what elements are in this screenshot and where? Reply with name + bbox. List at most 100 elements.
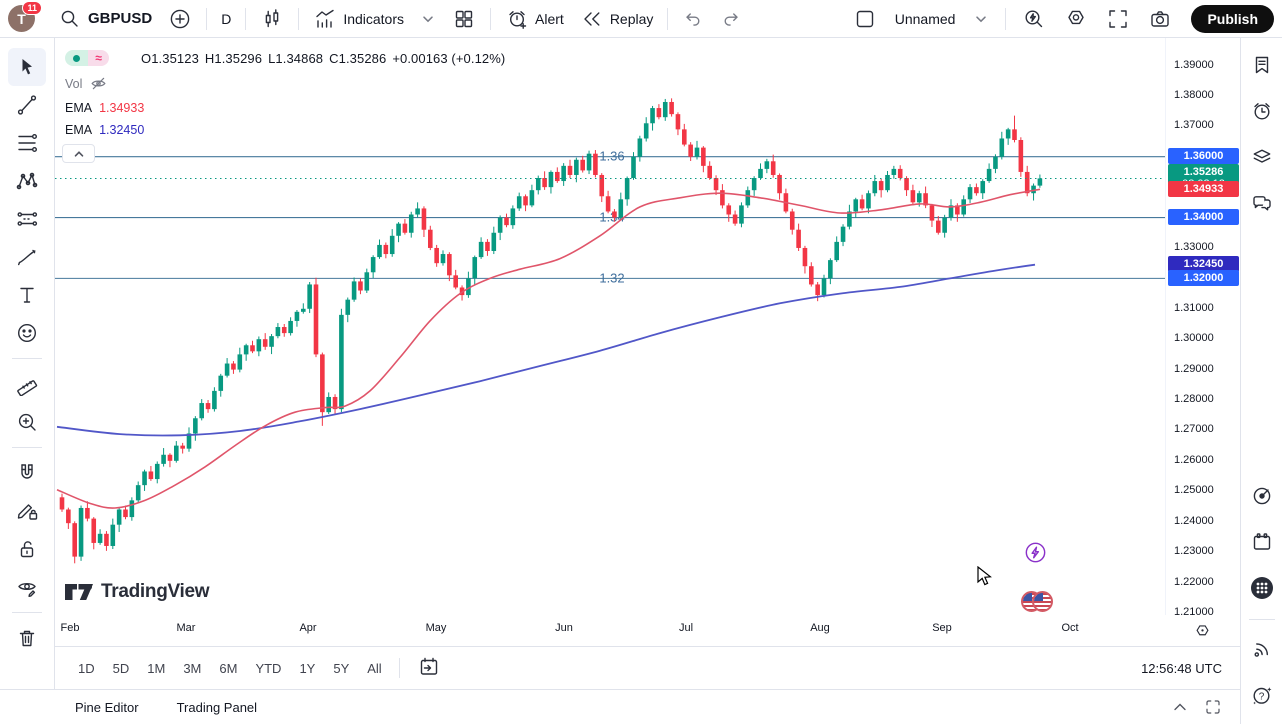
- camera-icon: [1148, 7, 1172, 31]
- tool-fib-retracement[interactable]: [8, 124, 46, 162]
- economic-event-lightning[interactable]: [1025, 542, 1046, 568]
- projection-icon: [15, 207, 39, 231]
- indicator-templates-button[interactable]: [413, 4, 443, 34]
- separator: [667, 7, 669, 30]
- tool-cursor[interactable]: [8, 48, 46, 86]
- range-6M[interactable]: 6M: [210, 656, 246, 681]
- separator: [12, 358, 42, 359]
- alert-button[interactable]: Alert: [498, 4, 571, 34]
- price-axis[interactable]: 1.39000 1.38000 1.37000 1.33000 1.31000 1.300…: [1165, 38, 1240, 615]
- symbol-status-pills[interactable]: ≈: [65, 50, 109, 66]
- layers-icon: [1250, 145, 1274, 169]
- price-tick: 1.21000: [1174, 605, 1214, 615]
- redo-button[interactable]: [713, 4, 749, 34]
- sidebar-layers[interactable]: [1245, 140, 1279, 174]
- chart-style-button[interactable]: [253, 4, 291, 34]
- save-layout-button[interactable]: [846, 4, 884, 34]
- compare-add-button[interactable]: [161, 4, 199, 34]
- tool-magnet[interactable]: [8, 454, 46, 492]
- ema-fast-label[interactable]: EMA: [65, 101, 93, 115]
- tool-projection[interactable]: [8, 200, 46, 238]
- undo-button[interactable]: [675, 4, 711, 34]
- candlestick-series[interactable]: [59, 98, 1043, 564]
- chart-pane[interactable]: 1.36 1.34 1.32 ≈ O1.35123 H1.35296 L1.34868 C…: [55, 38, 1165, 615]
- ema-fast-line[interactable]: [56, 188, 1041, 509]
- layout-grid-button[interactable]: [445, 4, 483, 34]
- price-axis-settings[interactable]: [1165, 615, 1240, 646]
- time-axis-month: Oct: [1061, 622, 1079, 634]
- sidebar-chat[interactable]: [1245, 186, 1279, 220]
- expand-panel-icon[interactable]: [1170, 697, 1190, 717]
- price-label-ema_slow[interactable]: 1.32450: [1168, 256, 1239, 273]
- interval-label: D: [221, 10, 232, 27]
- price-tick: 1.26000: [1174, 453, 1214, 466]
- tab-trading-panel[interactable]: Trading Panel: [176, 699, 258, 715]
- symbol-name: GBPUSD: [88, 10, 153, 27]
- tool-hide-drawings[interactable]: [8, 568, 46, 606]
- sidebar-data-signal[interactable]: [1245, 632, 1279, 666]
- time-axis-month: Jun: [555, 622, 573, 634]
- range-5Y[interactable]: 5Y: [324, 656, 358, 681]
- tool-brush[interactable]: [8, 238, 46, 276]
- range-YTD[interactable]: YTD: [246, 656, 290, 681]
- legend-collapse-button[interactable]: [62, 144, 95, 163]
- redo-icon: [720, 8, 742, 30]
- price-label-ema_fast[interactable]: 1.34933: [1168, 180, 1239, 197]
- tool-zoom-in[interactable]: [8, 403, 46, 441]
- tool-emoji[interactable]: [8, 314, 46, 352]
- price-label-level[interactable]: 1.36000: [1168, 148, 1239, 165]
- quick-search-button[interactable]: [1015, 4, 1053, 34]
- indicators-button[interactable]: Indicators: [306, 4, 411, 34]
- ema-slow-value: 1.32450: [99, 123, 145, 137]
- volume-label[interactable]: Vol: [65, 76, 83, 91]
- eye-off-icon[interactable]: [89, 74, 108, 93]
- layout-name-button[interactable]: Unnamed: [888, 4, 963, 34]
- price-tick: 1.33000: [1174, 241, 1214, 253]
- price-label-level[interactable]: 1.34000: [1168, 209, 1239, 225]
- sidebar-watchlist[interactable]: [1245, 48, 1279, 82]
- tradingview-logo-icon: [64, 582, 94, 602]
- maximize-panel-icon[interactable]: [1204, 698, 1222, 716]
- sidebar-help[interactable]: ?: [1245, 678, 1279, 712]
- range-1M[interactable]: 1M: [138, 656, 174, 681]
- price-chart[interactable]: 1.36 1.34 1.32: [55, 38, 1165, 615]
- sidebar-calendar[interactable]: [1245, 525, 1279, 559]
- tool-trend-line[interactable]: [8, 86, 46, 124]
- level-line-label: 1.32: [599, 270, 624, 285]
- uk-us-flags-event[interactable]: [1021, 591, 1053, 612]
- range-All[interactable]: All: [358, 656, 390, 681]
- range-1Y[interactable]: 1Y: [290, 656, 324, 681]
- tool-xabcd-pattern[interactable]: [8, 162, 46, 200]
- ema-slow-label[interactable]: EMA: [65, 123, 93, 137]
- tool-unlock[interactable]: [8, 530, 46, 568]
- tab-pine-editor[interactable]: Pine Editor: [75, 699, 139, 715]
- trend-line-icon: [15, 93, 39, 117]
- sidebar-object-target[interactable]: [1245, 479, 1279, 513]
- publish-button[interactable]: Publish: [1191, 4, 1274, 33]
- tool-draw-lock[interactable]: [8, 492, 46, 530]
- fullscreen-button[interactable]: [1099, 4, 1137, 34]
- layout-menu-button[interactable]: [966, 4, 996, 34]
- range-5D[interactable]: 5D: [104, 656, 139, 681]
- time-axis-month: Aug: [810, 622, 830, 634]
- tool-trash[interactable]: [8, 619, 46, 657]
- tool-measure[interactable]: [8, 365, 46, 403]
- range-1D[interactable]: 1D: [69, 656, 104, 681]
- replay-button[interactable]: Replay: [573, 4, 661, 34]
- tool-text[interactable]: [8, 276, 46, 314]
- ema-slow-line[interactable]: [56, 263, 1036, 437]
- sidebar-alerts-clock[interactable]: [1245, 94, 1279, 128]
- sidebar-apps-grid[interactable]: [1245, 571, 1279, 605]
- go-to-date-button[interactable]: [408, 650, 450, 687]
- range-3M[interactable]: 3M: [174, 656, 210, 681]
- utc-clock[interactable]: 12:56:48 UTC: [1141, 660, 1222, 676]
- snapshot-button[interactable]: [1141, 4, 1179, 34]
- time-axis-month: Sep: [932, 622, 952, 634]
- bottom-panel: Pine Editor Trading Panel: [0, 689, 1240, 724]
- time-axis[interactable]: Feb Mar Apr May Jun Jul Aug Sep Oct: [55, 615, 1165, 646]
- symbol-search-button[interactable]: GBPUSD: [51, 4, 159, 34]
- settings-button[interactable]: [1057, 4, 1095, 34]
- interval-button[interactable]: D: [214, 4, 238, 34]
- price-label-level[interactable]: 1.32000: [1168, 269, 1239, 286]
- user-avatar[interactable]: T 11: [8, 1, 42, 32]
